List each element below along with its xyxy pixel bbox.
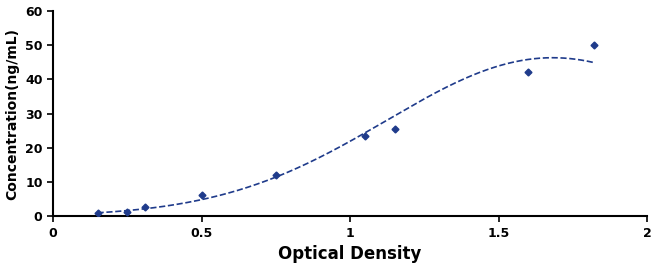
X-axis label: Optical Density: Optical Density bbox=[279, 245, 422, 263]
Y-axis label: Concentration(ng/mL): Concentration(ng/mL) bbox=[5, 27, 20, 200]
